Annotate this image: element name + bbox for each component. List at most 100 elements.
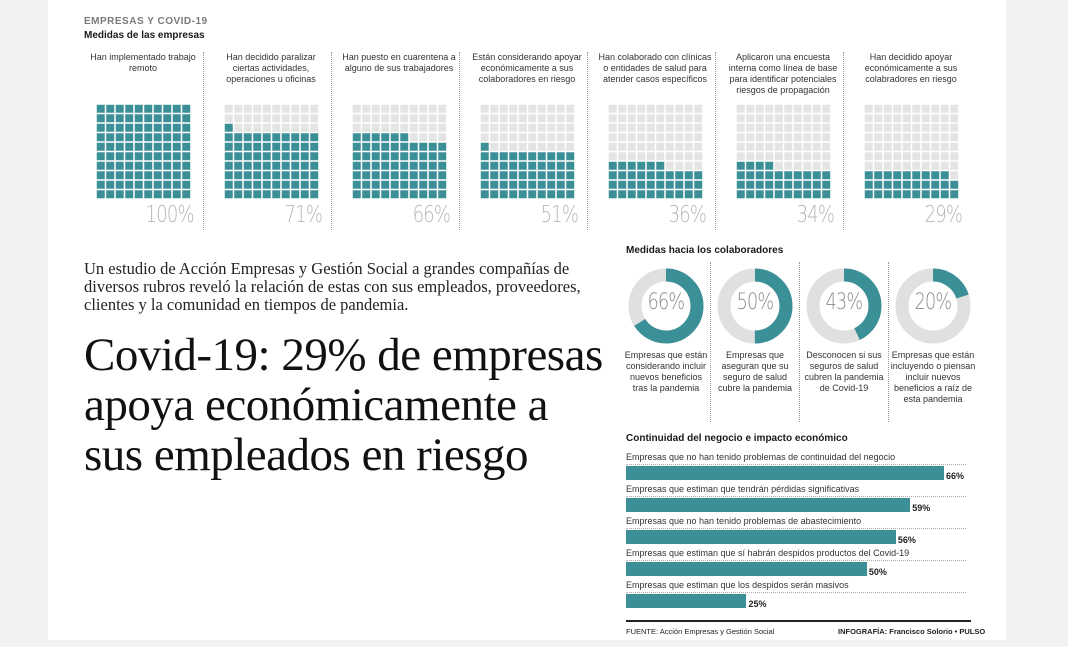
waffle-cell-empty (883, 142, 892, 151)
waffle-cell-filled (106, 180, 115, 189)
waffle-cell-empty (902, 104, 911, 113)
waffle-cell-filled (300, 133, 309, 142)
waffle-cell-empty (940, 133, 949, 142)
waffle-cell-filled (262, 152, 271, 161)
waffle-cell-filled (656, 171, 665, 180)
waffle-cell-filled (509, 190, 518, 199)
waffle-cell-empty (874, 142, 883, 151)
waffle-cell-empty (736, 152, 745, 161)
waffle-cell-empty (912, 123, 921, 132)
waffle-cell-empty (931, 114, 940, 123)
waffle-cell-filled (646, 161, 655, 170)
waffle-cell-empty (793, 161, 802, 170)
waffle-cell-filled (921, 171, 930, 180)
waffle-cell-filled (281, 180, 290, 189)
waffle-cell-empty (774, 133, 783, 142)
waffle-cell-empty (224, 114, 233, 123)
waffle-cell-filled (528, 190, 537, 199)
donut-label: Empresas que están incluyendo o piensan … (890, 350, 976, 404)
waffle-cell-filled (300, 171, 309, 180)
waffle-cell-filled (499, 161, 508, 170)
waffle-cell-filled (262, 133, 271, 142)
waffle-cell-filled (921, 190, 930, 199)
waffle-grid (224, 104, 319, 199)
footer-credit: INFOGRAFÍA: Francisco Solorio • PULSO (838, 627, 986, 636)
waffle-cell-empty (438, 104, 447, 113)
waffle-cell-empty (547, 123, 556, 132)
donut-arc (895, 268, 971, 344)
waffle-cell-filled (163, 190, 172, 199)
waffle-cell-empty (822, 133, 831, 142)
measure-6: Aplicaron una encuesta interna como líne… (715, 52, 842, 232)
waffle-cell-filled (409, 180, 418, 189)
waffle-cell-filled (774, 171, 783, 180)
waffle-cell-filled (874, 180, 883, 189)
waffle-cell-filled (371, 161, 380, 170)
waffle-cell-filled (144, 114, 153, 123)
waffle-cell-filled (746, 180, 755, 189)
waffle-cell-filled (115, 133, 124, 142)
waffle-cell-empty (874, 104, 883, 113)
waffle-cell-filled (864, 171, 873, 180)
waffle-cell-empty (912, 161, 921, 170)
waffle-cell-filled (300, 142, 309, 151)
waffle-cell-empty (637, 114, 646, 123)
waffle-cell-filled (390, 171, 399, 180)
waffle-cell-empty (618, 142, 627, 151)
waffle-cell-empty (618, 152, 627, 161)
waffle-cell-filled (262, 161, 271, 170)
waffle-cell-empty (864, 114, 873, 123)
bar-guide (626, 560, 966, 561)
waffle-cell-filled (400, 152, 409, 161)
waffle-cell-filled (262, 190, 271, 199)
waffle-cell-empty (755, 152, 764, 161)
waffle-cell-filled (556, 190, 565, 199)
waffle-cell-filled (125, 123, 134, 132)
waffle-cell-filled (627, 161, 636, 170)
waffle-cell-filled (608, 180, 617, 189)
waffle-cell-filled (419, 190, 428, 199)
waffle-cell-filled (784, 190, 793, 199)
article-intro: Un estudio de Acción Empresas y Gestión … (84, 259, 581, 314)
waffle-cell-empty (608, 152, 617, 161)
waffle-cell-filled (883, 171, 892, 180)
bar (626, 530, 896, 544)
measure-label: Han puesto en cuarentena a alguno de sus… (342, 52, 456, 73)
waffle-cell-filled (390, 142, 399, 151)
waffle-cell-empty (893, 152, 902, 161)
waffle-cell-empty (409, 133, 418, 142)
donut-arc (717, 268, 793, 344)
waffle-cell-empty (902, 142, 911, 151)
waffle-cell-filled (902, 180, 911, 189)
waffle-cell-filled (684, 190, 693, 199)
waffle-cell-filled (300, 161, 309, 170)
waffle-cell-filled (656, 180, 665, 189)
waffle-cell-empty (694, 142, 703, 151)
waffle-cell-filled (182, 171, 191, 180)
waffle-cell-filled (253, 190, 262, 199)
waffle-cell-empty (684, 123, 693, 132)
donut-label: Empresas que aseguran que su seguro de s… (717, 350, 793, 393)
waffle-cell-empty (499, 114, 508, 123)
waffle-cell-empty (864, 142, 873, 151)
footer-credit-name: INFOGRAFÍA: Francisco Solorio (838, 627, 953, 636)
waffle-cell-filled (694, 190, 703, 199)
waffle-cell-filled (480, 161, 489, 170)
waffle-cell-filled (96, 123, 105, 132)
waffle-cell-empty (675, 152, 684, 161)
waffle-cell-filled (281, 171, 290, 180)
waffle-cell-filled (893, 180, 902, 189)
waffle-cell-empty (793, 142, 802, 151)
waffle-cell-filled (537, 190, 546, 199)
waffle-cell-filled (224, 142, 233, 151)
waffle-cell-filled (172, 142, 181, 151)
waffle-cell-filled (490, 161, 499, 170)
bar-row: Empresas que estiman que los despidos se… (626, 580, 986, 612)
waffle-cell-filled (428, 142, 437, 151)
waffle-cell-filled (874, 171, 883, 180)
waffle-cell-empty (390, 123, 399, 132)
waffle-cell-empty (694, 114, 703, 123)
waffle-cell-empty (528, 104, 537, 113)
waffle-cell-filled (134, 190, 143, 199)
waffle-cell-filled (96, 133, 105, 142)
